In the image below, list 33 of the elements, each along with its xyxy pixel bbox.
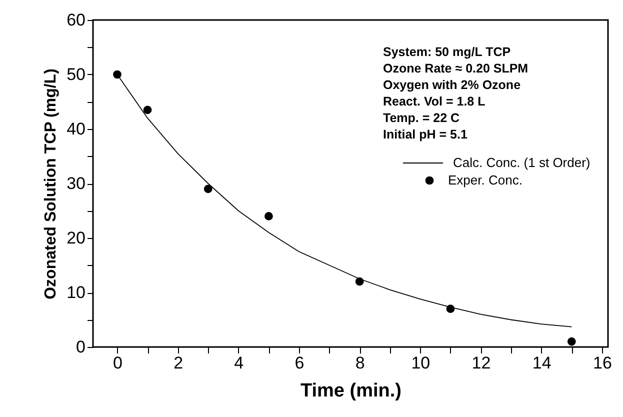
point (355, 277, 364, 286)
x-tick-label: 6 (294, 354, 304, 372)
y-tick-label: 10 (66, 283, 86, 302)
x-tick-label: 12 (472, 354, 491, 372)
annotation: System: 50 mg/L TCP (383, 45, 511, 59)
annotation: React. Vol = 1.8 L (383, 94, 486, 108)
point (204, 184, 212, 194)
y-tick-label: 20 (66, 228, 86, 248)
y-tick-label: 50 (66, 65, 86, 84)
annotation: Ozone Rate ≈ 0.20 SLPM (383, 62, 528, 76)
point (264, 212, 273, 220)
x-tick-label: 0 (113, 354, 122, 372)
y-tick-label: 30 (66, 174, 86, 193)
x-tick-label: 2 (174, 354, 184, 372)
annotation: Initial pH = 5.1 (383, 128, 468, 142)
x-axis-title: Time (min.) (300, 380, 402, 402)
y-tick-label: 40 (66, 120, 86, 138)
x-tick-label: 10 (411, 354, 430, 372)
legend-label: Exper. Conc. (448, 172, 522, 188)
point (113, 70, 122, 79)
y-tick-label: 60 (66, 10, 86, 30)
x-tick-label: 4 (234, 354, 244, 372)
y-axis-title: Ozonated Solution TCP (mg/L) (42, 68, 60, 300)
annotation: Oxygen with 2% Ozone (383, 78, 521, 92)
point (143, 106, 152, 114)
legend-label: Calc. Conc. (1 st Order) (453, 155, 590, 170)
annotation: Temp. = 22 C (383, 111, 460, 125)
point (446, 304, 455, 314)
y-tick-label: 0 (76, 338, 86, 356)
x-tick-label: 8 (355, 354, 365, 372)
x-tick-label: 16 (592, 354, 612, 372)
point (567, 337, 576, 346)
x-tick-label: 14 (532, 354, 552, 372)
